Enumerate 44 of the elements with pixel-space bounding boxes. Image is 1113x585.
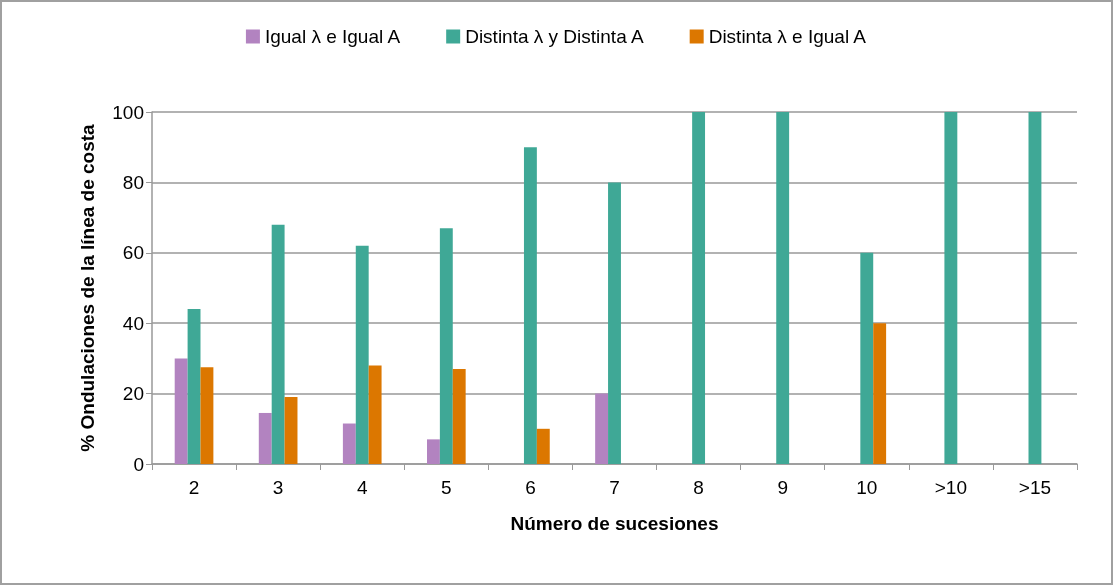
x-tick-label: 8	[693, 477, 704, 498]
bar	[284, 397, 298, 464]
x-tick-label: 4	[356, 477, 368, 498]
x-tick-label: 2	[188, 477, 200, 498]
x-tick-label: 10	[856, 477, 878, 498]
x-tick-label: 5	[441, 477, 452, 498]
bar	[860, 252, 874, 464]
bar	[776, 112, 790, 464]
bar	[187, 309, 201, 464]
y-tick-label: 0	[133, 453, 144, 475]
legend-label: Igual λ e Igual A	[264, 26, 401, 47]
legend-label: Distinta λ y Distinta A	[465, 26, 644, 47]
bar	[523, 147, 537, 464]
bar	[342, 423, 356, 464]
bar	[355, 245, 369, 464]
bar	[595, 393, 609, 464]
x-tick-label: 3	[272, 477, 284, 498]
y-tick-label: 100	[112, 101, 144, 123]
y-tick-label: 40	[122, 312, 144, 334]
y-tick-label: 60	[122, 242, 144, 264]
x-tick-label: >10	[934, 477, 967, 498]
bar	[944, 112, 958, 464]
y-tick-label: 80	[122, 171, 144, 193]
bar	[439, 228, 453, 464]
x-tick-label: 6	[525, 477, 536, 498]
bar	[1028, 112, 1042, 464]
bar	[692, 112, 706, 464]
x-tick-label: 7	[609, 477, 620, 498]
bar	[452, 368, 466, 464]
x-axis-title: Número de sucesiones	[510, 513, 719, 534]
bar	[536, 428, 550, 464]
bar	[258, 412, 272, 464]
bar	[368, 365, 382, 464]
bar	[873, 323, 887, 464]
y-tick-label: 20	[122, 383, 144, 405]
bar	[426, 439, 440, 464]
x-tick-label: 9	[777, 477, 788, 498]
bar	[174, 358, 188, 464]
legend-label: Distinta λ e Igual A	[708, 26, 867, 47]
bar	[608, 182, 621, 464]
bar	[271, 224, 285, 464]
bar	[200, 367, 214, 464]
y-axis-title: % Ondulaciones de la línea de costa	[77, 123, 98, 452]
x-tick-label: >15	[1018, 477, 1052, 498]
